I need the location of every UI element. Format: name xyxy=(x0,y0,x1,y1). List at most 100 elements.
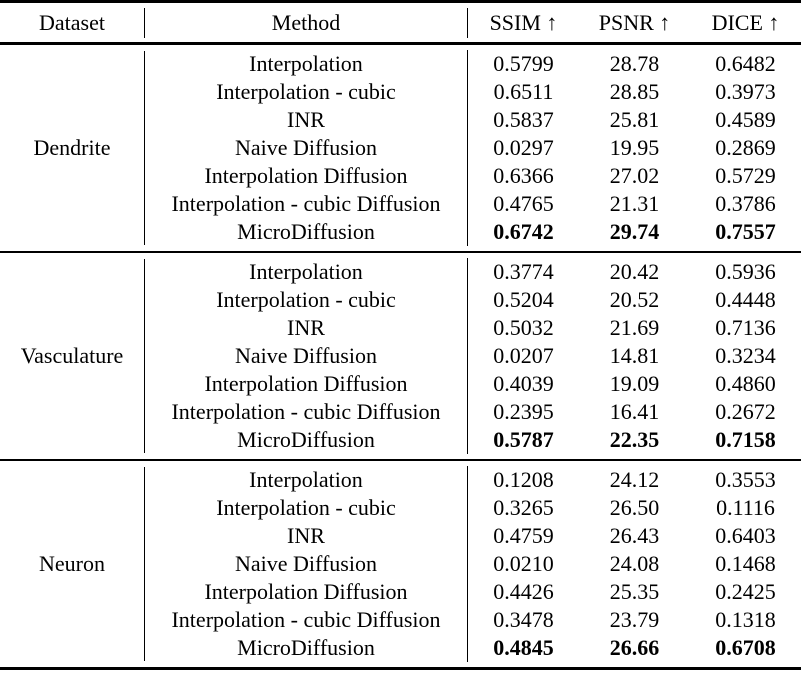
dice-value: 0.1468 xyxy=(715,551,776,576)
table-row: Interpolation - cubic Diffusion 0.4765 2… xyxy=(145,190,801,218)
dataset-section: Neuron Interpolation 0.1208 24.12 0.3553… xyxy=(0,461,801,670)
method-cell: Interpolation - cubic xyxy=(145,78,468,106)
col-header-ssim: SSIM ↑ xyxy=(489,10,558,35)
ssim-value: 0.5204 xyxy=(493,287,554,312)
method-rows: Interpolation 0.3774 20.42 0.5936 Interp… xyxy=(145,258,801,454)
method-cell: Naive Diffusion xyxy=(145,134,468,162)
method-cell: Interpolation Diffusion xyxy=(145,370,468,398)
table-row: Interpolation - cubic 0.5204 20.52 0.444… xyxy=(145,286,801,314)
dataset-section: Dendrite Interpolation 0.5799 28.78 0.64… xyxy=(0,45,801,253)
method-rows: Interpolation 0.1208 24.12 0.3553 Interp… xyxy=(145,466,801,662)
dataset-label: Dendrite xyxy=(33,135,111,160)
dice-value: 0.4860 xyxy=(715,371,776,396)
ssim-value: 0.6511 xyxy=(493,79,554,104)
dice-value: 0.5729 xyxy=(715,163,776,188)
psnr-value: 14.81 xyxy=(609,343,660,368)
table-row: Interpolation Diffusion 0.4039 19.09 0.4… xyxy=(145,370,801,398)
method-cell: Interpolation - cubic xyxy=(145,286,468,314)
table-row: Naive Diffusion 0.0207 14.81 0.3234 xyxy=(145,342,801,370)
method-cell: Interpolation - cubic Diffusion xyxy=(145,190,468,218)
method-cell: Interpolation - cubic xyxy=(145,494,468,522)
table-row: MicroDiffusion 0.6742 29.74 0.7557 xyxy=(145,218,801,246)
dice-value: 0.3553 xyxy=(715,467,776,492)
ssim-value: 0.4426 xyxy=(493,579,554,604)
col-header-dice: DICE ↑ xyxy=(711,10,780,35)
dice-value: 0.2672 xyxy=(715,399,776,424)
method-rows: Interpolation 0.5799 28.78 0.6482 Interp… xyxy=(145,50,801,246)
psnr-value: 28.85 xyxy=(609,79,660,104)
psnr-value: 21.69 xyxy=(609,315,660,340)
psnr-value: 19.09 xyxy=(609,371,660,396)
dice-value: 0.6482 xyxy=(715,51,776,76)
dataset-label: Neuron xyxy=(39,551,105,576)
dataset-cell: Dendrite xyxy=(0,51,145,245)
ssim-value: 0.6366 xyxy=(493,163,554,188)
table-row: Interpolation - cubic Diffusion 0.2395 1… xyxy=(145,398,801,426)
ssim-value: 0.4759 xyxy=(493,523,554,548)
table-row: MicroDiffusion 0.4845 26.66 0.6708 xyxy=(145,634,801,662)
ssim-value: 0.0297 xyxy=(493,135,554,160)
dataset-section: Vasculature Interpolation 0.3774 20.42 0… xyxy=(0,253,801,461)
psnr-value: 26.43 xyxy=(609,523,660,548)
psnr-value: 20.52 xyxy=(609,287,660,312)
psnr-value: 25.81 xyxy=(609,107,660,132)
dice-value: 0.3786 xyxy=(715,191,776,216)
psnr-value: 19.95 xyxy=(609,135,660,160)
table-row: Interpolation Diffusion 0.4426 25.35 0.2… xyxy=(145,578,801,606)
method-cell: Interpolation - cubic Diffusion xyxy=(145,398,468,426)
dice-value: 0.2425 xyxy=(715,579,776,604)
table-row: Interpolation - cubic 0.6511 28.85 0.397… xyxy=(145,78,801,106)
method-cell: MicroDiffusion xyxy=(145,634,468,662)
table-row: INR 0.4759 26.43 0.6403 xyxy=(145,522,801,550)
method-cell: INR xyxy=(145,522,468,550)
ssim-value: 0.5837 xyxy=(493,107,554,132)
ssim-value: 0.5787 xyxy=(493,427,554,452)
table-row: Interpolation 0.1208 24.12 0.3553 xyxy=(145,466,801,494)
psnr-value: 20.42 xyxy=(609,259,660,284)
ssim-value: 0.5799 xyxy=(493,51,554,76)
table-row: INR 0.5032 21.69 0.7136 xyxy=(145,314,801,342)
method-cell: Interpolation Diffusion xyxy=(145,578,468,606)
psnr-value: 24.08 xyxy=(609,551,660,576)
table-row: Interpolation Diffusion 0.6366 27.02 0.5… xyxy=(145,162,801,190)
table-row: Interpolation - cubic 0.3265 26.50 0.111… xyxy=(145,494,801,522)
ssim-value: 0.1208 xyxy=(493,467,554,492)
dice-value: 0.3973 xyxy=(715,79,776,104)
ssim-value: 0.4765 xyxy=(493,191,554,216)
ssim-value: 0.2395 xyxy=(493,399,554,424)
ssim-value: 0.4845 xyxy=(493,635,554,660)
method-cell: Naive Diffusion xyxy=(145,342,468,370)
table-row: Interpolation - cubic Diffusion 0.3478 2… xyxy=(145,606,801,634)
dice-value: 0.4589 xyxy=(715,107,776,132)
method-cell: MicroDiffusion xyxy=(145,426,468,454)
method-cell: Interpolation xyxy=(145,50,468,78)
col-header-method: Method xyxy=(145,8,468,38)
col-header-psnr: PSNR ↑ xyxy=(598,10,671,35)
dice-value: 0.7136 xyxy=(715,315,776,340)
table-row: Naive Diffusion 0.0210 24.08 0.1468 xyxy=(145,550,801,578)
ssim-value: 0.3478 xyxy=(493,607,554,632)
dice-value: 0.1116 xyxy=(716,495,775,520)
col-header-dataset: Dataset xyxy=(0,8,145,38)
dice-value: 0.1318 xyxy=(715,607,776,632)
dice-value: 0.4448 xyxy=(715,287,776,312)
psnr-value: 22.35 xyxy=(609,427,660,452)
dice-value: 0.2869 xyxy=(715,135,776,160)
dataset-label: Vasculature xyxy=(20,343,124,368)
psnr-value: 23.79 xyxy=(609,607,660,632)
method-cell: MicroDiffusion xyxy=(145,218,468,246)
psnr-value: 21.31 xyxy=(609,191,660,216)
psnr-value: 25.35 xyxy=(609,579,660,604)
dataset-cell: Neuron xyxy=(0,467,145,661)
dice-value: 0.6403 xyxy=(715,523,776,548)
ssim-value: 0.6742 xyxy=(493,219,554,244)
method-cell: INR xyxy=(145,106,468,134)
ssim-value: 0.0207 xyxy=(493,343,554,368)
dice-value: 0.5936 xyxy=(715,259,776,284)
method-cell: Interpolation - cubic Diffusion xyxy=(145,606,468,634)
dice-value: 0.6708 xyxy=(715,635,776,660)
psnr-value: 26.50 xyxy=(609,495,660,520)
method-cell: Interpolation xyxy=(145,258,468,286)
psnr-value: 27.02 xyxy=(609,163,660,188)
